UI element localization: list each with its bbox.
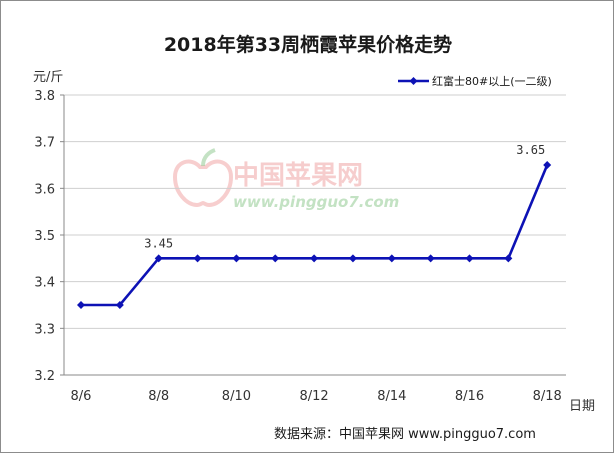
data-point	[271, 254, 280, 263]
data-point	[543, 161, 552, 169]
y-tick-label: 3.3	[34, 322, 55, 337]
y-tick-label: 3.2	[34, 369, 55, 384]
y-tick-labels: 3.2 3.3 3.4 3.5 3.6 3.7 3.8	[34, 89, 55, 384]
x-tick-label: 8/18	[533, 389, 562, 404]
series-group	[77, 161, 552, 309]
x-tick-label: 8/12	[299, 389, 328, 404]
data-label: 3.65	[516, 143, 545, 157]
x-tick-label: 8/10	[222, 389, 251, 404]
data-label: 3.45	[144, 236, 173, 250]
data-point	[504, 254, 513, 263]
y-tick-label: 3.4	[34, 276, 55, 291]
data-point	[115, 301, 124, 309]
data-point	[348, 254, 357, 263]
x-tick-label: 8/16	[455, 389, 484, 404]
legend-label: 红富士80#以上(一二级)	[432, 74, 552, 88]
data-point	[232, 254, 241, 263]
y-tick-label: 3.6	[34, 182, 55, 197]
data-source-note: 数据来源：中国苹果网 www.pingguo7.com	[274, 427, 536, 442]
legend: 红富士80#以上(一二级)	[398, 74, 552, 88]
data-point	[387, 254, 396, 263]
apple-logo-icon	[172, 148, 234, 208]
data-point	[310, 254, 319, 263]
watermark: 中国苹果网 www.pingguo7.com	[172, 148, 399, 211]
y-tick-label: 3.7	[34, 136, 55, 151]
x-tick-label: 8/8	[148, 389, 169, 404]
data-point	[193, 254, 202, 263]
x-tick-labels: 8/6 8/8 8/10 8/12 8/14 8/16 8/18	[71, 389, 562, 404]
data-point	[77, 301, 85, 309]
x-tick-label: 8/14	[377, 389, 406, 404]
watermark-url: www.pingguo7.com	[233, 193, 399, 211]
data-labels: 3.45 3.65	[144, 143, 545, 250]
x-axis-label: 日期	[569, 399, 595, 414]
data-point	[154, 254, 163, 263]
y-tick-label: 3.5	[34, 229, 55, 244]
data-point	[426, 254, 435, 263]
y-tick-label: 3.8	[34, 89, 55, 104]
chart-title: 2018年第33周栖霞苹果价格走势	[164, 33, 452, 56]
axes	[60, 94, 566, 376]
grid	[64, 94, 566, 329]
x-tick-label: 8/6	[71, 389, 92, 404]
watermark-name: 中国苹果网	[233, 161, 363, 191]
legend-diamond-marker	[409, 77, 418, 85]
data-point	[465, 254, 474, 263]
y-axis-unit-label: 元/斤	[33, 70, 63, 85]
